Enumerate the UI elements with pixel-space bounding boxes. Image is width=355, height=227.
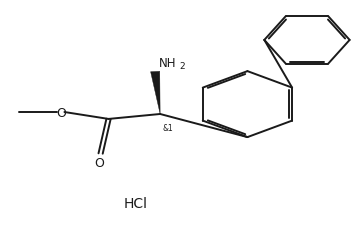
Text: &1: &1 [163,123,174,132]
Text: 2: 2 [179,62,185,71]
Text: O: O [94,156,104,169]
Text: NH: NH [159,57,176,70]
Polygon shape [151,72,160,114]
Text: HCl: HCl [123,196,147,210]
Text: O: O [56,106,66,119]
